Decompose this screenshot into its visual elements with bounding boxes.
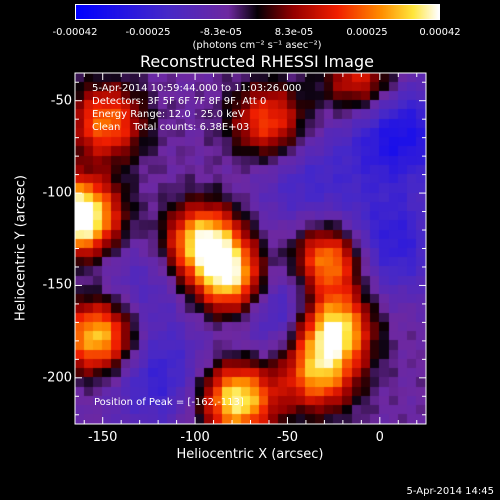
x-tick-label: -50 bbox=[276, 430, 299, 445]
x-tick-label: -150 bbox=[87, 430, 118, 445]
y-tick-label: -200 bbox=[42, 370, 72, 386]
y-axis-label: Heliocentric Y (arcsec) bbox=[13, 175, 29, 321]
y-tick-label: -100 bbox=[42, 185, 72, 201]
y-tick-label: -150 bbox=[42, 277, 72, 293]
colorbar-tick-label: -0.00042 bbox=[52, 27, 98, 38]
colorbar-tick-label: -8.3e-05 bbox=[200, 27, 242, 38]
info-clean-counts: Clean Total counts: 6.38E+03 bbox=[92, 122, 250, 133]
colorbar bbox=[75, 4, 440, 20]
colorbar-units: (photons cm⁻² s⁻¹ asec⁻²) bbox=[192, 40, 322, 51]
x-tick-label: -100 bbox=[180, 430, 210, 445]
x-axis-label: Heliocentric X (arcsec) bbox=[176, 447, 324, 462]
datestamp: 5-Apr-2014 14:45 bbox=[406, 486, 494, 497]
colorbar-tick-label: -0.00025 bbox=[125, 27, 171, 38]
y-tick-label: -50 bbox=[50, 93, 72, 109]
peak-position-label: Position of Peak = [-162,-113] bbox=[94, 397, 244, 408]
info-time-range: 5-Apr-2014 10:59:44.000 to 11:03:26.000 bbox=[92, 83, 302, 94]
colorbar-tick-label: 0.00025 bbox=[346, 27, 388, 38]
x-tick-label: 0 bbox=[375, 430, 384, 445]
info-detectors: Detectors: 3F 5F 6F 7F 8F 9F, Att 0 bbox=[92, 96, 267, 107]
info-energy-range: Energy Range: 12.0 - 25.0 keV bbox=[92, 109, 245, 120]
colorbar-tick-label: 0.00042 bbox=[419, 27, 461, 38]
chart-title: Reconstructed RHESSI Image bbox=[140, 52, 374, 71]
colorbar-tick-label: 8.3e-05 bbox=[274, 27, 314, 38]
